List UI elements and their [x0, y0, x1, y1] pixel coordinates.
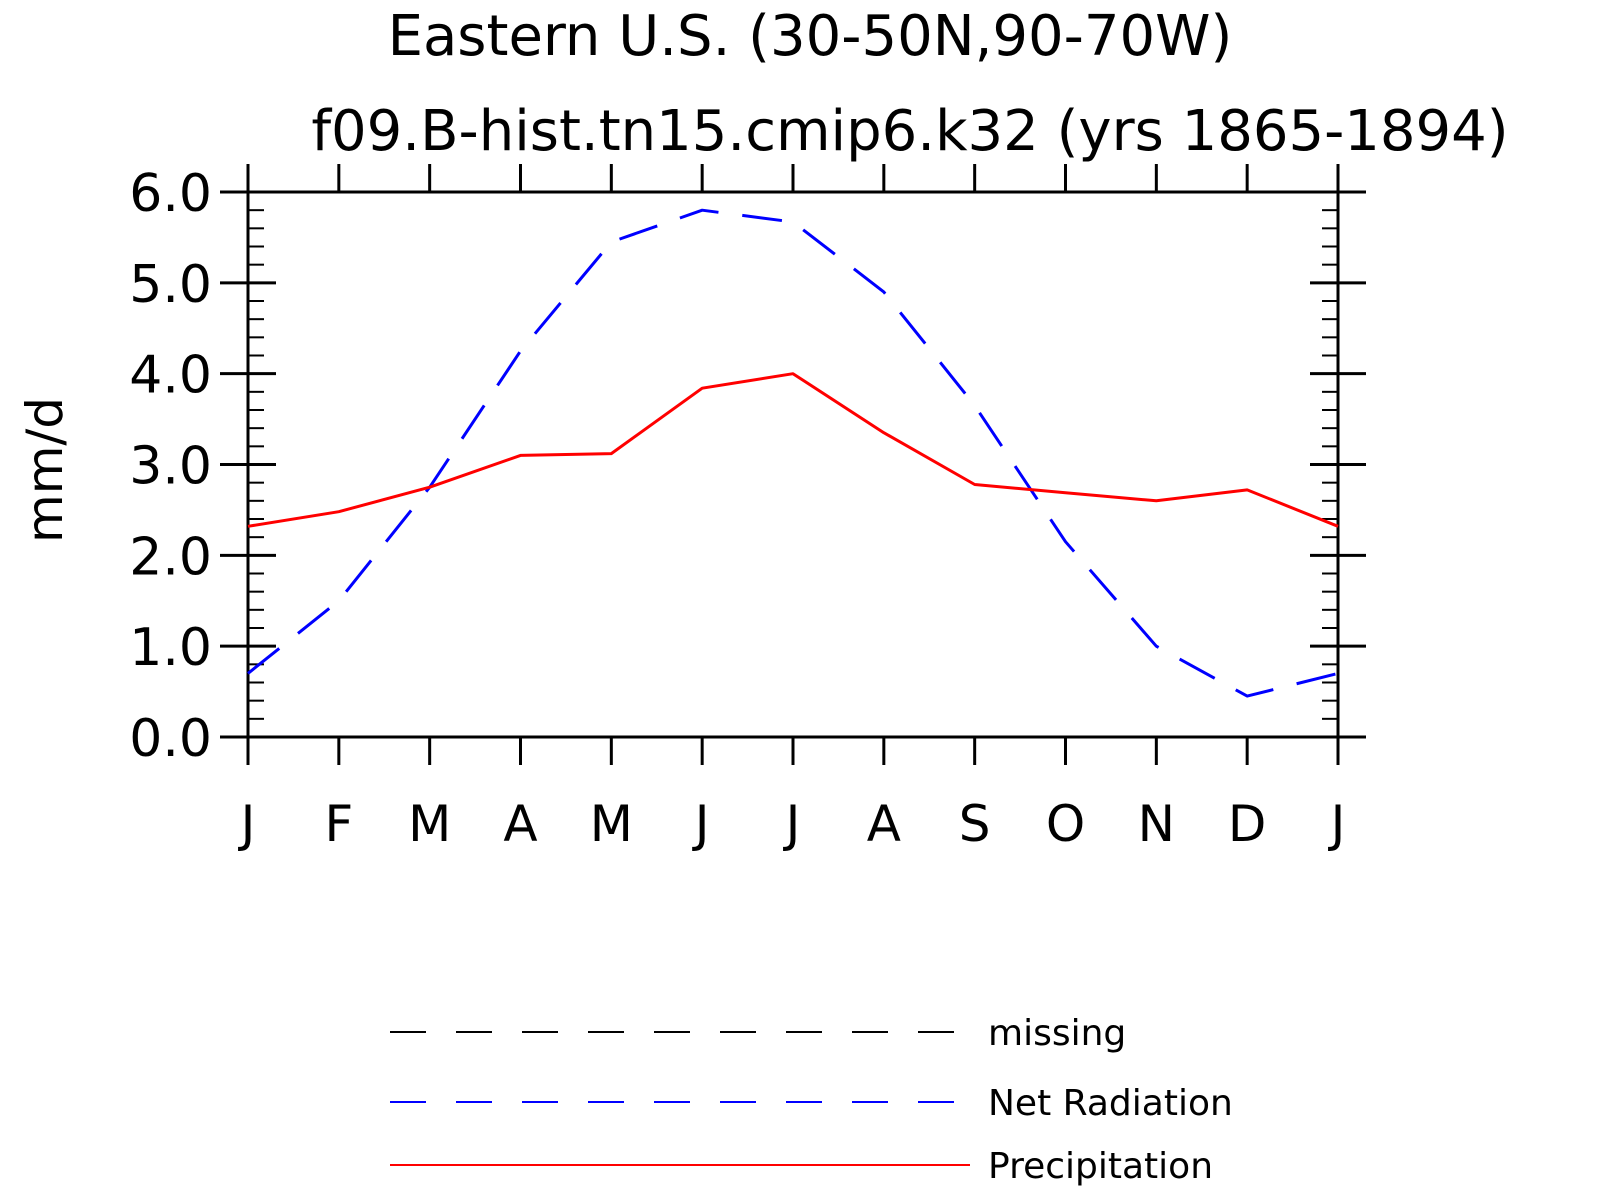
x-tick-label: D	[1228, 795, 1267, 853]
chart-subtitle: f09.B-hist.tn15.cmip6.k32 (yrs 1865-1894…	[311, 99, 1508, 164]
x-tick-label: J	[783, 795, 801, 853]
y-tick-label: 6.0	[129, 164, 212, 224]
plot-area: 0.01.02.03.04.05.06.0J F M A M J J A S O N D J	[129, 164, 1366, 853]
x-tick-label: A	[503, 795, 537, 853]
x-tick-label: J	[238, 795, 256, 853]
x-tick-label: M	[590, 795, 633, 853]
x-tick-label: J	[1328, 795, 1346, 853]
y-tick-label: 0.0	[129, 709, 212, 769]
chart-title: Eastern U.S. (30-50N,90-70W)	[388, 4, 1233, 69]
series-line-net-radiation	[247, 208, 1339, 698]
x-tick-label: O	[1046, 795, 1085, 853]
y-tick-label: 1.0	[129, 618, 212, 678]
x-tick-label: M	[408, 795, 451, 853]
plot-frame	[246, 190, 1340, 739]
legend: missing Net Radiation Precipitation	[390, 1013, 1233, 1187]
x-tick-label: A	[867, 795, 901, 853]
series-line-precipitation	[247, 372, 1339, 528]
legend-label-missing: missing	[988, 1013, 1126, 1054]
y-tick-label: 4.0	[129, 346, 212, 406]
y-tick-label: 3.0	[129, 437, 212, 497]
legend-label-net-radiation: Net Radiation	[988, 1083, 1233, 1124]
y-tick-label: 5.0	[129, 255, 212, 315]
x-tick-label: N	[1138, 795, 1175, 853]
legend-label-precipitation: Precipitation	[988, 1146, 1213, 1186]
y-tick-label: 2.0	[129, 527, 212, 587]
x-tick-label: S	[959, 795, 991, 853]
y-axis-label: mm/d	[16, 397, 74, 543]
x-tick-label: F	[324, 795, 353, 853]
x-tick-label: J	[692, 795, 710, 853]
